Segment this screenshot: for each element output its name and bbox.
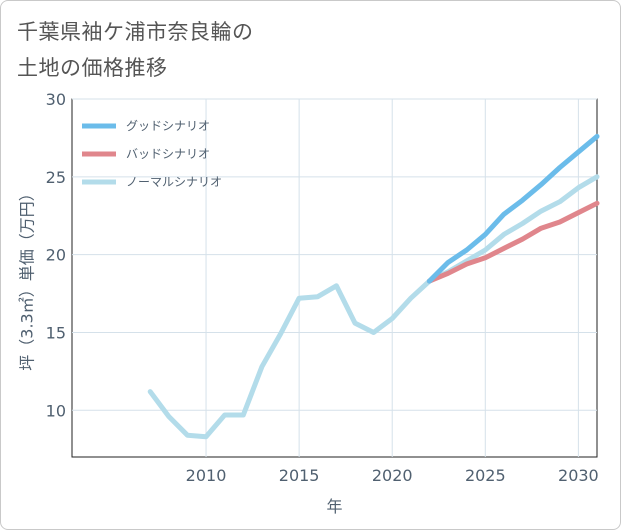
x-tick-label: 2025 bbox=[465, 466, 506, 485]
x-tick-label: 2020 bbox=[372, 466, 413, 485]
series-line-2 bbox=[426, 200, 600, 284]
y-tick-label: 30 bbox=[46, 90, 66, 109]
x-tick-label: 2010 bbox=[186, 466, 227, 485]
x-axis-title: 年 bbox=[326, 497, 342, 516]
chart-title: 千葉県袖ケ浦市奈良輪の 土地の価格推移 bbox=[17, 14, 254, 86]
legend-label-1: グッドシナリオ bbox=[126, 119, 210, 133]
chart-title-line-2: 土地の価格推移 bbox=[17, 56, 168, 80]
series-layer bbox=[147, 133, 600, 440]
series-line-1 bbox=[426, 133, 600, 284]
y-tick-label: 20 bbox=[46, 246, 66, 265]
legend-label-2: バッドシナリオ bbox=[126, 147, 210, 161]
grid-lines bbox=[72, 98, 597, 457]
x-tick-label: 2030 bbox=[558, 466, 599, 485]
y-axis-title: 坪（3.3㎡）単価（万円） bbox=[18, 185, 37, 370]
x-tick-label: 2015 bbox=[279, 466, 320, 485]
y-tick-label: 25 bbox=[46, 168, 66, 187]
series-line-3 bbox=[147, 174, 600, 440]
y-tick-label: 10 bbox=[46, 401, 66, 420]
plot-area bbox=[71, 98, 598, 458]
chart-title-line-1: 千葉県袖ケ浦市奈良輪の bbox=[17, 20, 254, 44]
y-tick-label: 15 bbox=[46, 323, 66, 342]
legend-label-3: ノーマルシナリオ bbox=[126, 175, 222, 189]
